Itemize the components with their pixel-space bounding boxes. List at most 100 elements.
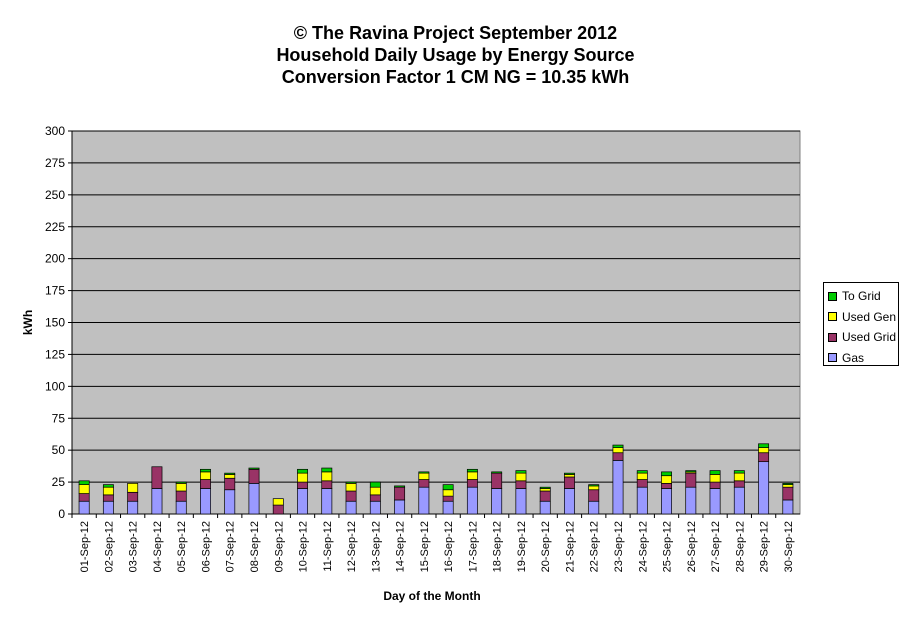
bar-used-grid bbox=[151, 466, 163, 489]
bar-used-grid bbox=[175, 490, 187, 502]
legend-item-used-grid: Used Grid bbox=[828, 327, 898, 348]
x-tick-label: 05-Sep-12 bbox=[176, 521, 188, 572]
bar-used-grid bbox=[515, 480, 527, 489]
bar-used-grid bbox=[661, 483, 672, 489]
x-tick-label: 16-Sep-12 bbox=[443, 521, 455, 572]
bar-gas bbox=[636, 486, 648, 515]
bar-gas bbox=[564, 488, 575, 515]
bar-used-grid bbox=[733, 480, 745, 488]
bar-to-grid bbox=[418, 471, 430, 474]
legend-label-to-grid: To Grid bbox=[842, 289, 881, 304]
title-line-1: © The Ravina Project September 2012 bbox=[293, 23, 618, 43]
bar-used-grid bbox=[321, 480, 333, 489]
y-tick-label: 200 bbox=[45, 252, 65, 266]
bar-used-gen bbox=[200, 471, 211, 480]
bar-gas bbox=[200, 488, 211, 515]
legend-item-used-gen: Used Gen bbox=[828, 307, 898, 328]
bar-gas bbox=[175, 500, 187, 515]
bar-used-gen bbox=[539, 488, 551, 492]
y-tick-label: 25 bbox=[52, 475, 66, 489]
legend: To Grid Used Gen Used Grid Gas bbox=[823, 282, 899, 366]
bar-used-grid bbox=[200, 479, 211, 489]
bar-used-gen bbox=[369, 486, 381, 496]
bar-used-gen bbox=[345, 483, 357, 492]
x-tick-label: 14-Sep-12 bbox=[395, 521, 407, 572]
legend-swatch-used-grid bbox=[828, 332, 837, 342]
x-tick-label: 15-Sep-12 bbox=[419, 521, 431, 572]
legend-label-used-grid: Used Grid bbox=[842, 330, 897, 345]
bar-gas bbox=[491, 488, 503, 515]
x-tick-label: 30-Sep-12 bbox=[783, 521, 795, 572]
bar-gas bbox=[345, 500, 357, 515]
bar-used-gen bbox=[102, 486, 114, 496]
bar-to-grid bbox=[102, 484, 114, 488]
bar-gas bbox=[466, 486, 478, 515]
bar-used-gen bbox=[733, 472, 745, 482]
bar-gas bbox=[297, 488, 308, 515]
bar-to-grid bbox=[564, 472, 575, 475]
bar-used-grid bbox=[224, 477, 236, 491]
x-tick-label: 01-Sep-12 bbox=[79, 521, 91, 572]
bar-to-grid bbox=[636, 470, 648, 474]
bar-used-grid bbox=[369, 494, 381, 502]
bar-gas bbox=[321, 488, 333, 515]
bar-used-gen bbox=[782, 484, 794, 488]
bar-to-grid bbox=[248, 467, 260, 470]
legend-swatch-to-grid bbox=[828, 291, 837, 301]
bar-gas bbox=[685, 486, 697, 515]
bar-used-gen bbox=[297, 472, 308, 483]
y-tick-label: 175 bbox=[45, 284, 65, 298]
bar-to-grid bbox=[297, 468, 308, 474]
bar-used-gen bbox=[758, 447, 770, 454]
x-tick-label: 29-Sep-12 bbox=[759, 521, 771, 572]
x-axis-title: Day of the Month bbox=[383, 589, 480, 603]
bar-used-grid bbox=[442, 495, 454, 502]
bar-to-grid bbox=[733, 470, 745, 474]
bar-to-grid bbox=[539, 486, 551, 489]
bar-gas bbox=[442, 500, 454, 515]
bar-used-gen bbox=[588, 485, 600, 491]
x-tick-label: 22-Sep-12 bbox=[589, 521, 601, 572]
x-tick-label: 20-Sep-12 bbox=[540, 521, 552, 572]
bar-gas bbox=[78, 500, 90, 515]
y-tick-label: 150 bbox=[45, 316, 65, 330]
x-tick-label: 19-Sep-12 bbox=[516, 521, 528, 572]
bar-used-grid bbox=[685, 472, 697, 488]
bar-to-grid bbox=[515, 470, 527, 474]
bar-used-gen bbox=[224, 474, 236, 479]
bar-used-grid bbox=[297, 481, 308, 489]
bar-gas bbox=[758, 461, 770, 515]
bar-gas bbox=[515, 488, 527, 515]
bar-used-gen bbox=[442, 489, 454, 497]
bar-to-grid bbox=[369, 481, 381, 488]
legend-swatch-used-gen bbox=[828, 312, 837, 322]
x-tick-label: 09-Sep-12 bbox=[273, 521, 285, 572]
bar-to-grid bbox=[345, 481, 357, 484]
x-tick-label: 21-Sep-12 bbox=[564, 521, 576, 572]
bar-used-grid bbox=[78, 493, 90, 502]
x-tick-label: 17-Sep-12 bbox=[467, 521, 479, 572]
bar-used-gen bbox=[466, 471, 478, 480]
bar-used-gen bbox=[127, 483, 139, 493]
bar-used-gen bbox=[709, 474, 721, 483]
bar-gas bbox=[733, 486, 745, 515]
y-tick-label: 100 bbox=[45, 379, 65, 393]
bar-gas bbox=[248, 483, 260, 515]
x-tick-label: 08-Sep-12 bbox=[249, 521, 261, 572]
bar-used-grid bbox=[127, 491, 139, 502]
x-tick-label: 26-Sep-12 bbox=[686, 521, 698, 572]
bar-gas bbox=[127, 500, 139, 515]
y-tick-label: 225 bbox=[45, 220, 65, 234]
x-tick-label: 07-Sep-12 bbox=[225, 521, 237, 572]
x-tick-label: 12-Sep-12 bbox=[346, 521, 358, 572]
bar-to-grid bbox=[200, 468, 211, 473]
bar-used-gen bbox=[321, 471, 333, 482]
legend-label-gas: Gas bbox=[842, 350, 865, 365]
legend-item-gas: Gas bbox=[828, 348, 898, 369]
bar-gas bbox=[369, 500, 381, 515]
bar-to-grid bbox=[466, 468, 478, 473]
bar-gas bbox=[661, 488, 672, 515]
x-tick-label: 03-Sep-12 bbox=[128, 521, 140, 572]
bar-to-grid bbox=[709, 470, 721, 475]
bar-to-grid bbox=[394, 485, 406, 488]
